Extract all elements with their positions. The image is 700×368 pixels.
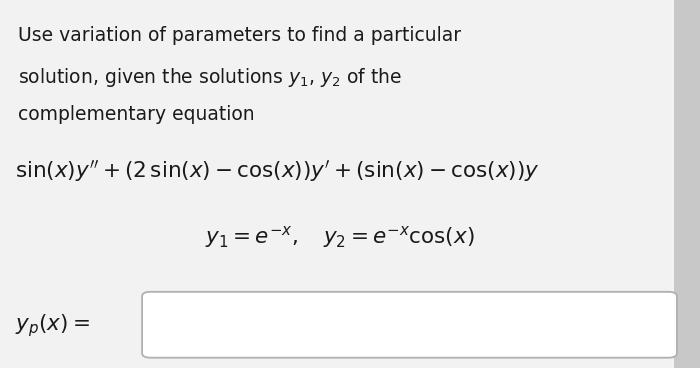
- Text: $y_1 = e^{-x},\quad y_2 = e^{-x}\mathrm{cos}(x)$: $y_1 = e^{-x},\quad y_2 = e^{-x}\mathrm{…: [204, 224, 475, 250]
- FancyBboxPatch shape: [142, 292, 677, 358]
- Text: solution, given the solutions $y_1$, $y_2$ of the: solution, given the solutions $y_1$, $y_…: [18, 66, 402, 88]
- Text: $\mathrm{sin}(x)y''+(2\,\mathrm{sin}(x) - \mathrm{cos}(x))y'+(\mathrm{sin}(x) - : $\mathrm{sin}(x)y''+(2\,\mathrm{sin}(x) …: [15, 158, 540, 184]
- Text: Use variation of parameters to find a particular: Use variation of parameters to find a pa…: [18, 26, 461, 45]
- Text: complementary equation: complementary equation: [18, 105, 254, 124]
- Text: $y_p(x) =$: $y_p(x) =$: [15, 312, 90, 339]
- Bar: [674, 0, 700, 368]
